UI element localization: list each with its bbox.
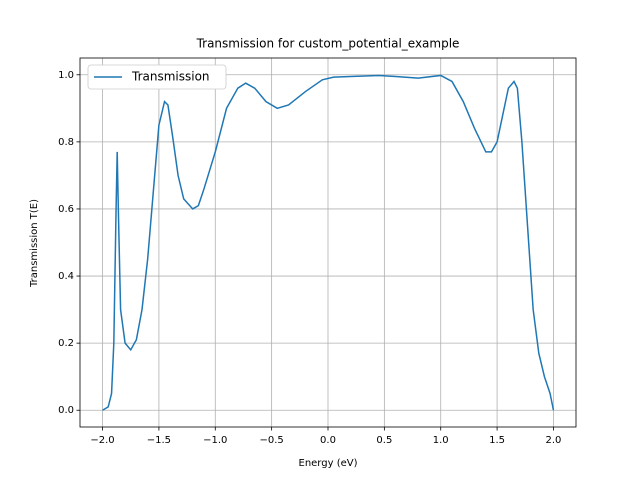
x-tick-label: −1.5 — [147, 435, 171, 446]
legend-label: Transmission — [131, 70, 210, 84]
plot-frame — [79, 57, 577, 428]
y-tick-label: 0.4 — [58, 271, 74, 282]
y-tick-label: 0.0 — [58, 405, 74, 416]
y-axis-label: Transmission T(E) — [29, 199, 40, 288]
x-tick-label: −0.5 — [259, 435, 283, 446]
x-axis-label: Energy (eV) — [299, 458, 358, 469]
chart-title: Transmission for custom_potential_exampl… — [196, 37, 460, 51]
x-tick-label: −2.0 — [90, 435, 114, 446]
y-tick-label: 0.8 — [58, 137, 74, 148]
legend-box — [87, 64, 227, 90]
x-tick-label: −1.0 — [203, 435, 227, 446]
y-tick-label: 0.2 — [58, 338, 74, 349]
x-tick-label: 0.5 — [376, 435, 392, 446]
y-tick-label: 0.6 — [58, 204, 74, 215]
data-line — [102, 74, 555, 411]
x-tick-label: 1.5 — [489, 435, 505, 446]
x-tick-label: 0.0 — [320, 435, 336, 446]
x-tick-label: 2.0 — [546, 435, 562, 446]
x-tick-label: 1.0 — [433, 435, 449, 446]
y-tick-label: 1.0 — [58, 70, 74, 81]
